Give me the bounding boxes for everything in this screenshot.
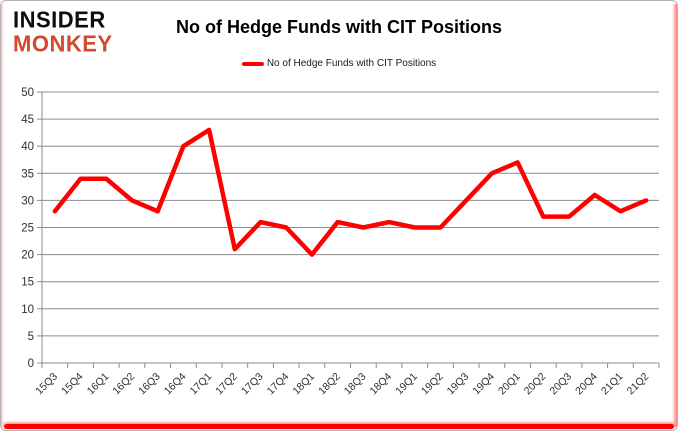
y-axis-label: 45 — [21, 114, 34, 126]
y-axis-label: 50 — [21, 87, 34, 99]
x-axis-label: 19Q1 — [393, 371, 420, 398]
x-axis-label: 21Q2 — [625, 371, 652, 398]
x-axis-label: 21Q1 — [599, 371, 626, 398]
legend-label: No of Hedge Funds with CIT Positions — [266, 58, 437, 69]
x-axis-label: 17Q4 — [265, 371, 292, 398]
x-axis-label: 16Q3 — [136, 371, 163, 398]
y-axis-label: 30 — [21, 195, 34, 207]
y-axis-label: 5 — [28, 331, 34, 343]
legend-line-marker — [241, 61, 264, 66]
x-axis-label: 20Q3 — [547, 371, 574, 398]
x-axis-label: 16Q1 — [85, 371, 112, 398]
y-axis-label: 10 — [21, 304, 34, 316]
x-axis-label: 17Q2 — [213, 371, 240, 398]
x-axis-label: 18Q3 — [342, 371, 369, 398]
x-axis-label: 20Q2 — [522, 371, 549, 398]
logo-text-insider: INSIDER — [13, 6, 106, 33]
x-axis-label: 17Q1 — [188, 371, 215, 398]
x-axis-label: 18Q2 — [316, 371, 343, 398]
legend: No of Hedge Funds with CIT Positions — [1, 58, 677, 69]
frame-bottom-red-bar — [4, 424, 674, 429]
x-axis-label: 19Q4 — [470, 371, 497, 398]
logo-text-monkey: MONKEY — [13, 30, 113, 57]
x-axis-label: 15Q4 — [59, 371, 86, 398]
x-axis-label: 18Q4 — [368, 371, 395, 398]
x-axis-label: 19Q3 — [445, 371, 472, 398]
y-axis-label: 20 — [21, 250, 34, 262]
x-axis-label: 16Q4 — [162, 371, 189, 398]
insider-monkey-logo: INSIDER MONKEY — [13, 6, 113, 57]
y-axis-label: 15 — [21, 277, 34, 289]
x-axis-label: 20Q4 — [573, 371, 600, 398]
x-axis-label: 17Q3 — [239, 371, 266, 398]
chart-title: No of Hedge Funds with CIT Positions — [176, 17, 502, 37]
x-axis-label: 19Q2 — [419, 371, 446, 398]
x-axis-label: 15Q3 — [33, 371, 60, 398]
x-axis-label: 16Q2 — [110, 371, 137, 398]
y-axis-label: 40 — [21, 141, 34, 153]
y-axis-label: 25 — [21, 223, 34, 235]
y-axis-label: 0 — [28, 358, 34, 370]
x-axis-label: 18Q1 — [290, 371, 317, 398]
x-axis-label: 20Q1 — [496, 371, 523, 398]
series-line — [52, 127, 649, 257]
y-axis-label: 35 — [21, 168, 34, 180]
